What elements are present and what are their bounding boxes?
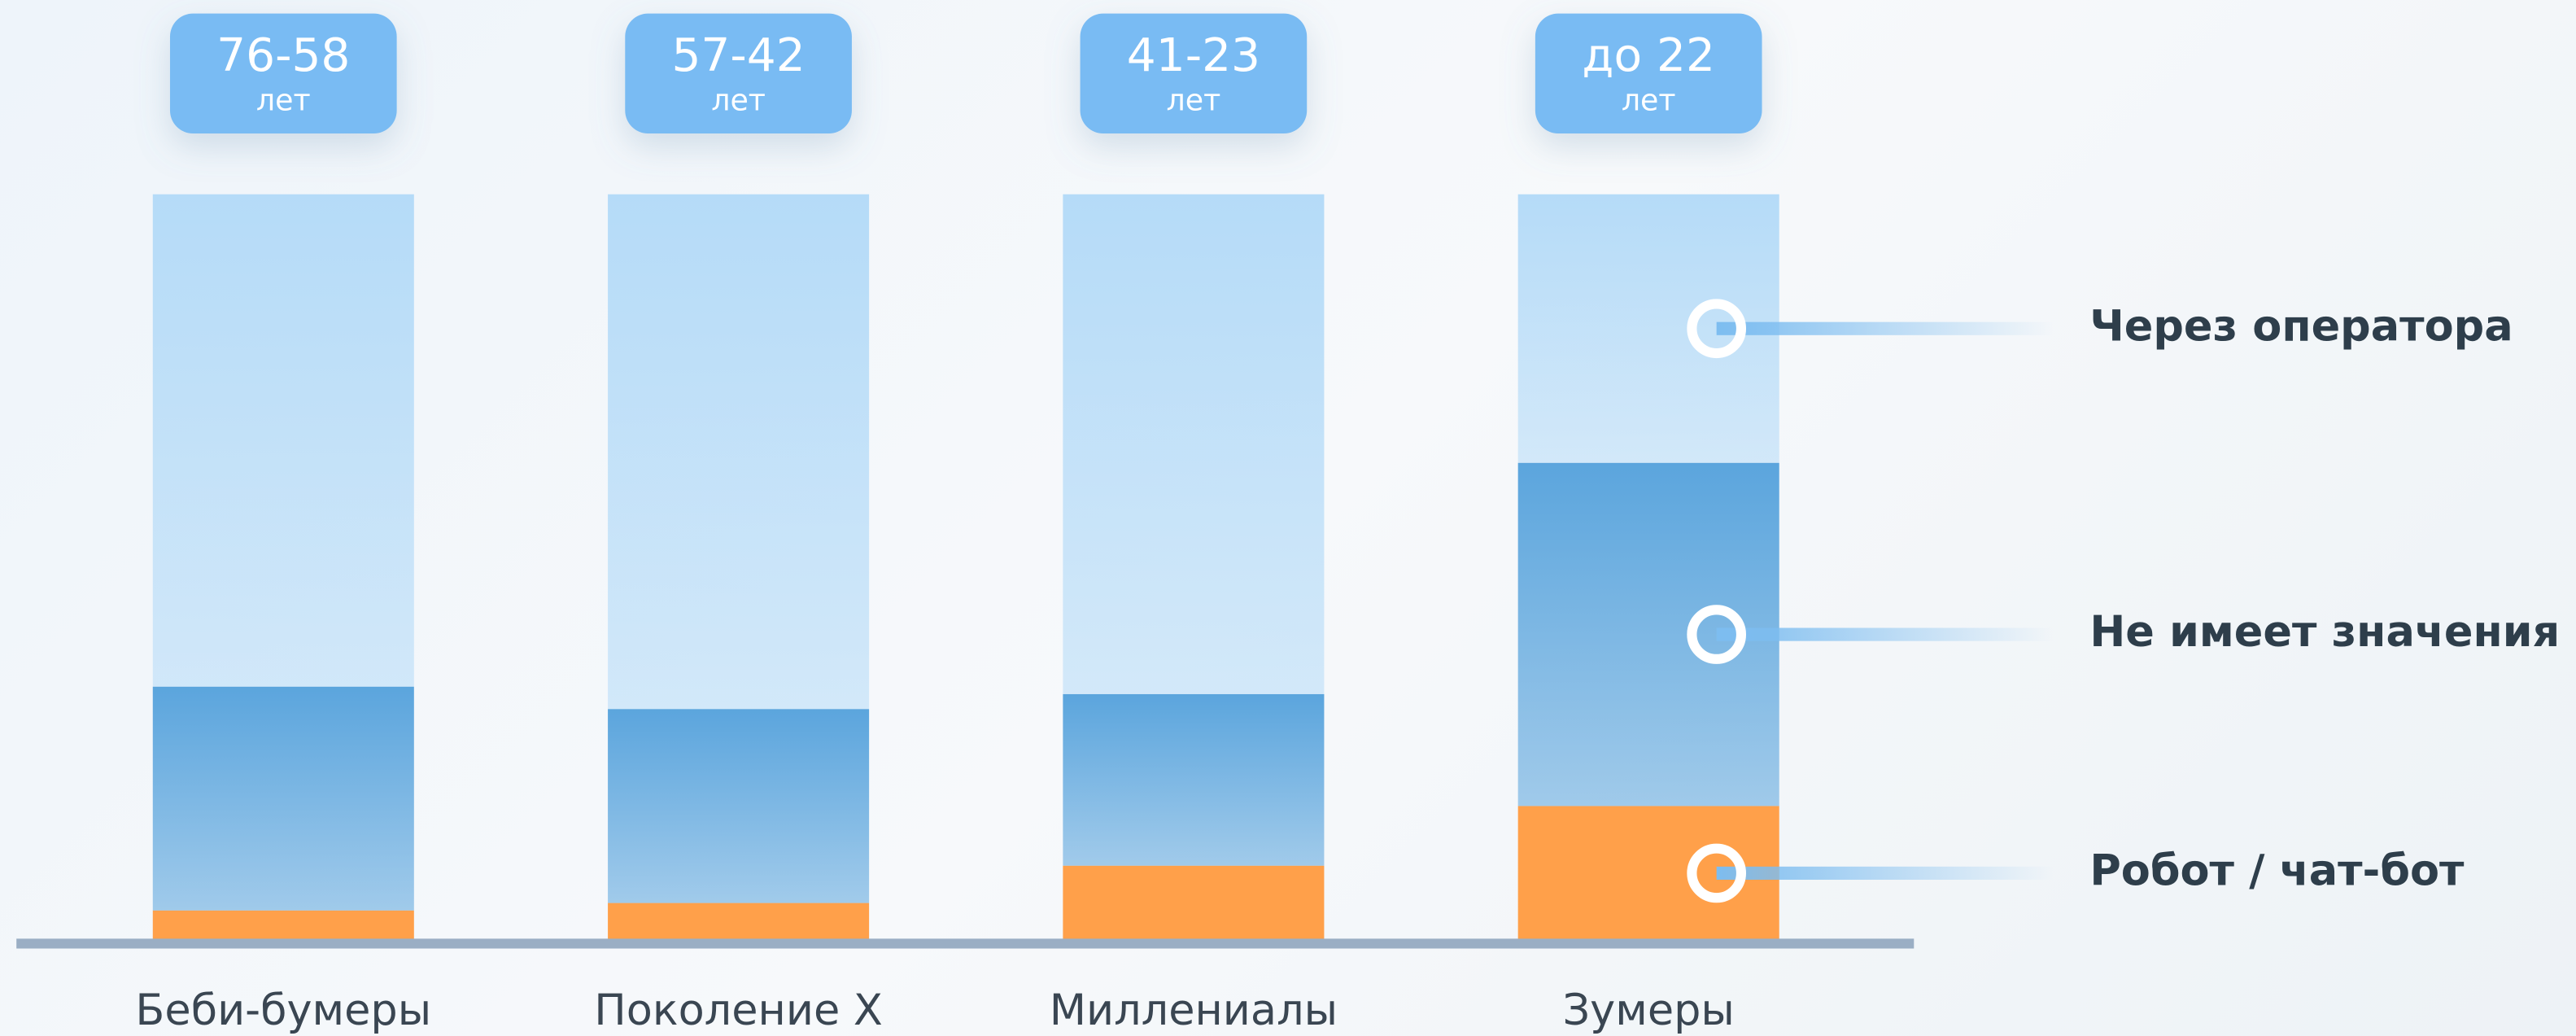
legend-marker xyxy=(1687,843,1747,903)
age-badge xyxy=(1535,13,1762,134)
bar-segment xyxy=(152,194,414,687)
age-range: до 22 xyxy=(1582,29,1715,82)
age-range: 76-58 xyxy=(216,29,350,82)
legend-label: Не имеет значения xyxy=(2089,607,2560,657)
bar-segment xyxy=(608,903,870,941)
x-tick-label: Зумеры xyxy=(1563,986,1735,1035)
x-tick-label: Миллениалы xyxy=(1050,986,1338,1035)
age-range: 41-23 xyxy=(1127,29,1260,82)
x-tick-label: Поколение X xyxy=(594,986,883,1035)
age-badge xyxy=(625,13,852,134)
baseline xyxy=(16,938,1915,949)
age-badge xyxy=(1080,13,1308,134)
x-tick-label: Беби-бумеры xyxy=(135,986,431,1035)
legend-connector xyxy=(1716,866,2054,880)
age-unit: лет xyxy=(1622,83,1676,118)
age-badge xyxy=(169,13,397,134)
age-unit: лет xyxy=(256,83,311,118)
age-unit: лет xyxy=(1167,83,1221,118)
legend-marker xyxy=(1687,299,1747,359)
age-range: 57-42 xyxy=(671,29,805,82)
age-unit: лет xyxy=(711,83,766,118)
legend-label: Через оператора xyxy=(2089,301,2513,351)
bar-segment xyxy=(608,709,870,903)
legend-connector xyxy=(1716,321,2054,335)
bar-segment xyxy=(152,686,414,911)
bar-segment xyxy=(608,194,870,710)
legend-marker xyxy=(1687,605,1747,664)
bar-segment xyxy=(1063,865,1325,941)
bar-segment xyxy=(1063,194,1325,694)
legend-label: Робот / чат-бот xyxy=(2089,846,2465,896)
bar-segment xyxy=(1063,693,1325,866)
bar-segment xyxy=(152,910,414,941)
legend-connector xyxy=(1716,627,2054,641)
